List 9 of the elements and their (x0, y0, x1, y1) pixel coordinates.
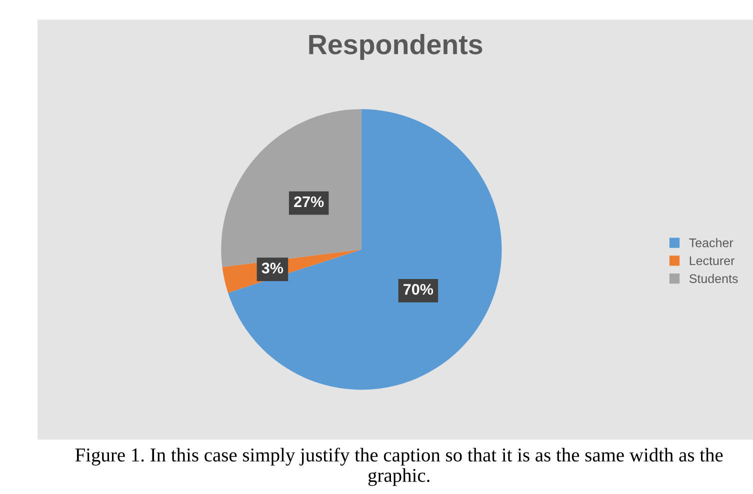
data-label: 70% (404, 284, 434, 295)
legend-label: Lecturer (690, 256, 735, 266)
data-label: 3% (262, 262, 284, 274)
pie-slice (228, 109, 502, 390)
legend-label: Teacher (689, 238, 734, 248)
legend-label: Students (689, 274, 738, 284)
chart-title: Respondents (309, 34, 482, 60)
caption: Figure 1. In this case simply justify the caption so that it is as the same width as the graphic. (75, 448, 723, 486)
data-label: 27% (294, 196, 324, 208)
